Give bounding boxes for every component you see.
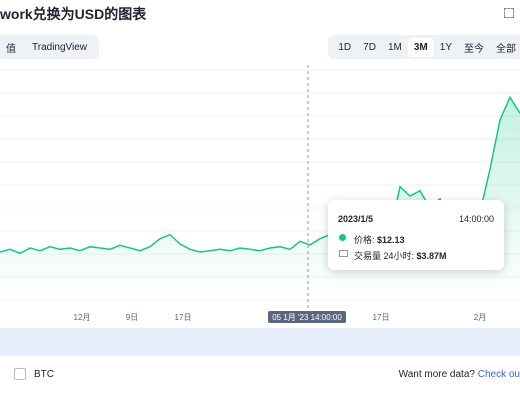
tooltip-date: 2023/1/5 (338, 214, 374, 224)
chart-title: work兑换为USD的图表 (0, 6, 147, 22)
fullscreen-icon[interactable] (504, 8, 514, 18)
tab[interactable]: TradingView (32, 41, 88, 53)
crosshair-label: 05 1月 '23 14:00:00 (272, 313, 342, 322)
range-button[interactable]: 1Y (439, 41, 452, 53)
footer: BTC Want more data? Check ou (0, 366, 520, 386)
x-tick-label: 2月 (474, 313, 486, 322)
price-dot (339, 234, 346, 241)
range-button[interactable]: 7D (363, 41, 376, 53)
x-tick-label: 9日 (126, 313, 138, 322)
volume-value: $3.87M (416, 251, 447, 261)
api-link[interactable]: Check ou (477, 369, 520, 380)
tab[interactable]: 值 (6, 43, 16, 55)
volume-label: 交易量 24小时: (354, 251, 415, 261)
prompt: Want more data? (398, 369, 475, 380)
volume-icon (339, 250, 348, 257)
x-tick-label: 12月 (74, 313, 91, 322)
range-button[interactable]: 1M (387, 41, 402, 53)
tooltip: 2023/1/5 14:00:00 价格: $12.13 交易量 24小时: $… (328, 200, 504, 270)
range-button[interactable]: 3M (407, 37, 434, 57)
price-label: 价格: (354, 235, 375, 245)
compare-label: BTC (34, 369, 54, 380)
x-tick-label: 17日 (373, 313, 390, 322)
range-button[interactable]: 1D (338, 41, 352, 53)
crosshair-label-box (268, 311, 346, 323)
range-button[interactable]: 至今 (464, 43, 484, 55)
x-tick-label: 17日 (175, 313, 192, 322)
tooltip-time: 14:00:00 (458, 214, 494, 224)
price-value: $12.13 (377, 235, 405, 245)
tab-group: 值 TradingView (0, 35, 100, 59)
range-group: 1D 7D 1M 3M 1Y 至今 全部 (328, 35, 520, 59)
navigator[interactable] (0, 328, 520, 356)
checkbox[interactable] (14, 368, 26, 380)
range-button[interactable]: 全部 (496, 43, 516, 55)
